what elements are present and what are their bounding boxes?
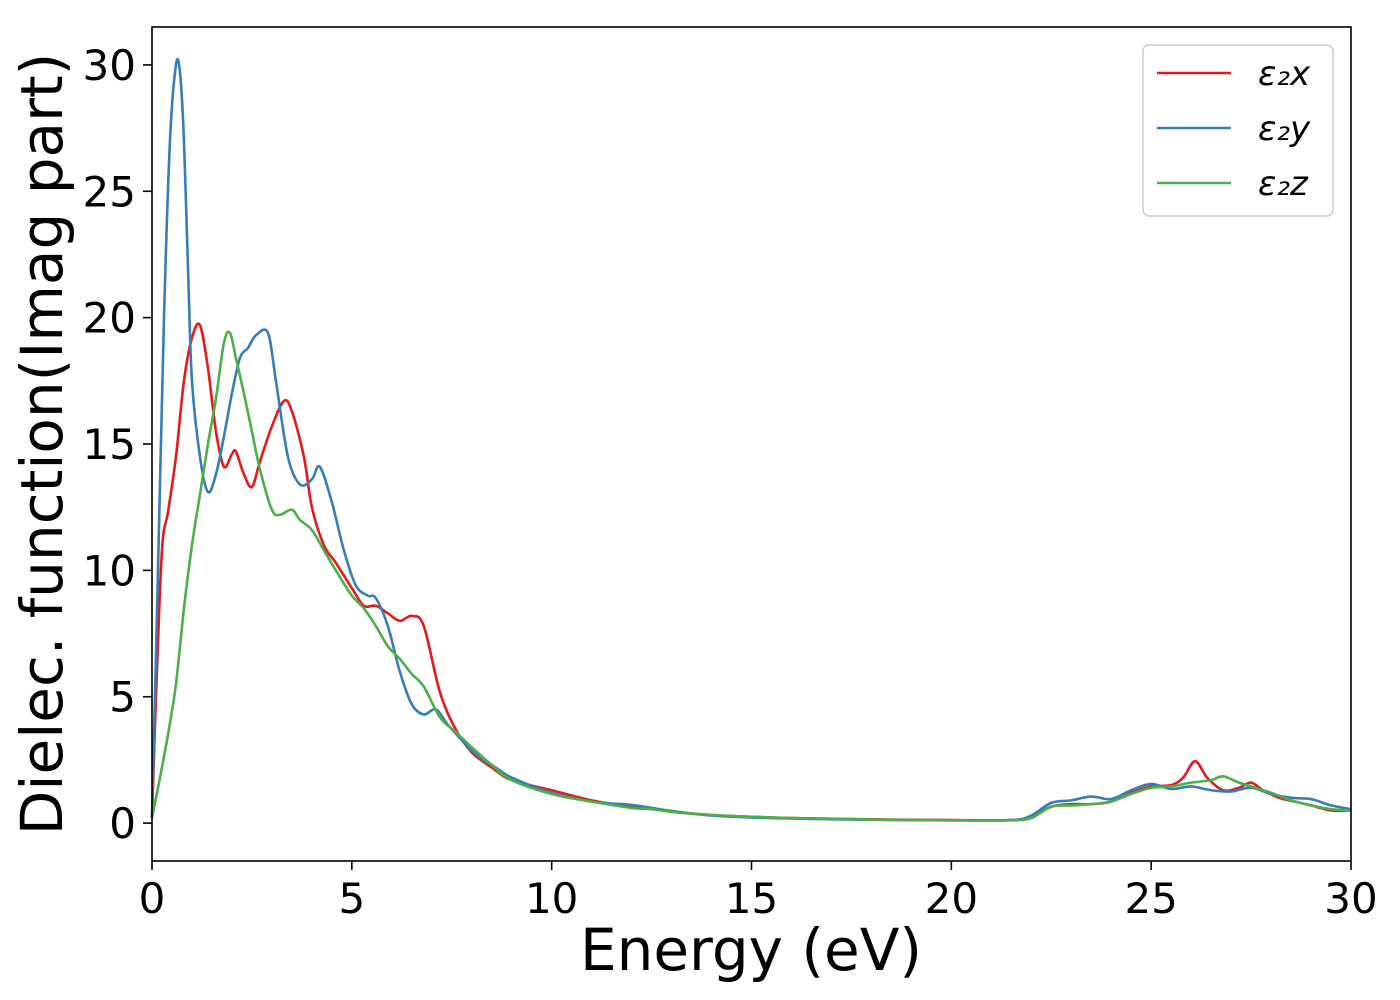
y-axis: 0 5 10 15 20 25 30 — [83, 41, 152, 848]
x-axis-title: Energy (eV) — [580, 916, 922, 984]
legend-label-3: ε₂z — [1258, 164, 1309, 204]
series-line-1 — [150, 322, 1352, 822]
series-layer — [150, 57, 1352, 822]
y-tick-label: 15 — [83, 420, 136, 469]
y-tick-label: 5 — [109, 673, 136, 722]
x-tick-label: 0 — [139, 874, 166, 923]
legend-label-1: ε₂x — [1258, 54, 1311, 94]
legend-items: ε₂x ε₂y ε₂z — [1157, 54, 1311, 204]
x-tick-label: 30 — [1324, 874, 1377, 923]
y-tick-label: 10 — [83, 546, 136, 595]
x-tick-label: 20 — [925, 874, 978, 923]
y-tick-label: 25 — [83, 167, 136, 216]
x-axis: 0 5 10 15 20 25 30 — [139, 861, 1378, 923]
x-tick-label: 25 — [1124, 874, 1177, 923]
x-tick-label: 10 — [525, 874, 578, 923]
y-axis-title: Dielec. function(Imag part) — [8, 53, 76, 836]
y-tick-label: 0 — [109, 799, 136, 848]
legend-label-2: ε₂y — [1258, 109, 1311, 149]
legend: ε₂x ε₂y ε₂z — [1142, 44, 1334, 217]
x-tick-label: 5 — [338, 874, 365, 923]
series-line-3 — [150, 330, 1352, 822]
y-tick-label: 20 — [83, 294, 136, 343]
legend-box — [1142, 44, 1334, 217]
y-tick-label: 30 — [83, 41, 136, 90]
series-line-2 — [150, 57, 1352, 822]
x-tick-label: 15 — [725, 874, 778, 923]
